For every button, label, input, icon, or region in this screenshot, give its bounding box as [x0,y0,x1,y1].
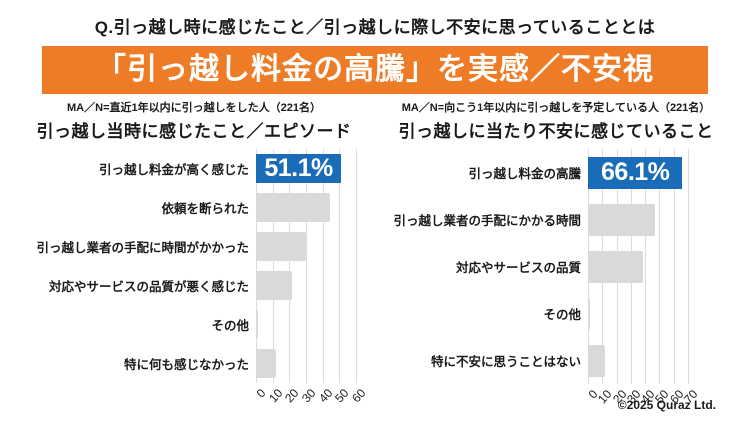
bar [256,232,307,261]
right-chart-panel: MA／N=向こう1年以内に引っ越しを予定している人（221名） 引っ越しに当たり… [382,96,730,414]
chart-body: 引っ越し料金が高く感じた依頼を断られた引っ越し業者の手配に時間がかかった対応やサ… [20,149,368,413]
category-labels: 引っ越し料金が高く感じた依頼を断られた引っ越し業者の手配に時間がかかった対応やサ… [20,149,256,413]
bar [588,250,643,283]
plot-area: 51.1% [256,149,357,383]
left-chart-panel: MA／N=直近1年以内に引っ越しをした人（221名） 引っ越し当時に感じたこと／… [20,96,368,414]
left-chart-note: MA／N=直近1年以内に引っ越しをした人（221名） [67,102,321,114]
category-label: 引っ越し業者の手配に時間がかかった [36,241,249,255]
charts-row: MA／N=直近1年以内に引っ越しをした人（221名） 引っ越し当時に感じたこと／… [20,96,730,414]
gridline [272,149,274,383]
x-axis: 0 10 20 30 40 50 60 [254,383,369,413]
gridline [339,149,341,383]
data-label: 66.1% [601,158,670,186]
plot-area: 66.1% [588,149,689,384]
plot-column: 51.1% 0 10 20 30 40 50 60 [254,149,369,413]
bar [256,271,292,300]
category-label: 引っ越し料金の高騰 [468,167,581,181]
bar [256,310,259,339]
gridline [645,149,647,384]
category-label: 引っ越し業者の手配にかかる時間 [393,214,581,228]
category-label: 特に何も感じなかった [123,358,249,372]
right-chart-note: MA／N=向こう1年以内に引っ越しを予定している人（221名） [401,102,711,114]
category-label: その他 [543,308,581,322]
plot-column: 66.1% 0 10 20 30 40 50 60 70 [586,149,700,414]
left-bar-chart: 引っ越し料金が高く感じた依頼を断られた引っ越し業者の手配に時間がかかった対応やサ… [20,149,368,413]
gridline [356,149,357,383]
highlight-bar: 51.1% [256,154,342,183]
category-label: 引っ越し料金が高く感じた [98,163,249,177]
gridline [673,149,675,384]
gridline [256,149,257,383]
copyright: ©2025 Quraz Ltd. [617,398,716,412]
bar [256,349,277,378]
page-title: Q.引っ越し時に感じたこと／引っ越しに際し不安に思っていることとは [94,18,656,37]
highlight-bar: 66.1% [588,156,683,189]
category-label: 対応やサービスの品質 [455,261,581,275]
gridline [659,149,661,384]
gridline [289,149,291,383]
bar [256,193,330,222]
category-label: その他 [211,319,249,333]
right-bar-chart: 引っ越し料金の高騰引っ越し業者の手配にかかる時間対応やサービスの品質その他特に不… [382,149,730,414]
category-labels: 引っ越し料金の高騰引っ越し業者の手配にかかる時間対応やサービスの品質その他特に不… [382,149,588,414]
data-label: 51.1% [264,154,333,182]
headline-banner: 「引っ越し料金の高騰」を実感／不安視 [42,46,708,94]
category-label: 特に不安に思うことはない [430,355,581,369]
chart-body: 引っ越し料金の高騰引っ越し業者の手配にかかる時間対応やサービスの品質その他特に不… [382,149,730,414]
category-label: 依頼を断られた [161,202,249,216]
headline-text: 「引っ越し料金の高騰」を実感／不安視 [96,53,654,86]
gridline [322,149,324,383]
bar [588,203,656,236]
bar [588,297,590,330]
gridline [688,149,689,384]
right-chart-title: 引っ越しに当たり不安に感じていること [398,122,714,141]
gridline [306,149,307,383]
bar [588,344,605,377]
left-chart-title: 引っ越し当時に感じたこと／エピソード [36,122,352,141]
category-label: 対応やサービスの品質が悪く感じた [48,280,249,294]
